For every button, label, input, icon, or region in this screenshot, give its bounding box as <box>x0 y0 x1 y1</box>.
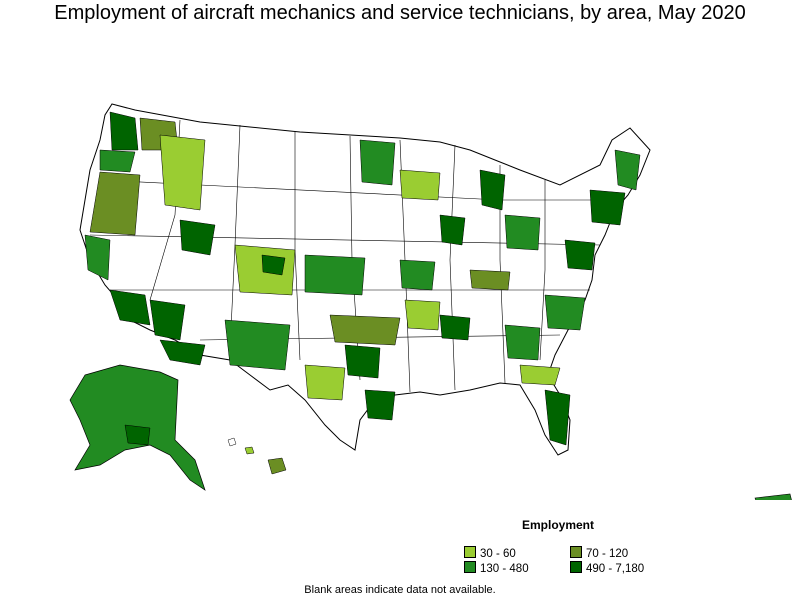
area-kentucky <box>469 269 511 291</box>
alaska-anchorage <box>124 424 151 446</box>
map-title: Employment of aircraft mechanics and ser… <box>54 2 746 24</box>
area-portland <box>99 149 136 173</box>
area-wisconsin <box>399 169 441 201</box>
area-atlanta <box>504 324 541 361</box>
us-area-map <box>69 103 792 500</box>
area-missouri <box>399 259 436 291</box>
legend-swatch <box>464 546 476 558</box>
area-dc-virginia <box>564 239 596 271</box>
legend-label: 70 - 120 <box>586 548 629 560</box>
area-seattle <box>109 111 139 151</box>
area-kansas <box>304 254 366 296</box>
area-oregon <box>89 171 141 236</box>
area-new-england <box>614 149 641 191</box>
puerto-rico-area <box>754 493 792 500</box>
legend-label: 130 - 480 <box>480 563 529 575</box>
area-utah <box>179 219 216 256</box>
area-memphis <box>439 314 471 341</box>
area-new-mexico <box>224 319 291 371</box>
area-michigan <box>479 169 506 211</box>
legend-swatch <box>570 561 582 573</box>
area-florida-north <box>519 364 561 386</box>
area-shapes <box>84 111 641 446</box>
legend-title: Employment <box>522 518 595 532</box>
area-oklahoma <box>329 314 401 346</box>
area-arizona-south <box>159 339 206 366</box>
legend-item: 70 - 120 <box>570 546 628 560</box>
area-florida-peninsula <box>544 389 571 446</box>
legend-item: 30 - 60 <box>464 546 516 560</box>
area-minnesota <box>359 139 396 186</box>
area-houston <box>364 389 396 421</box>
area-ohio <box>504 214 541 251</box>
area-idaho <box>159 134 206 211</box>
area-phoenix <box>149 299 186 341</box>
area-arkansas <box>404 299 441 331</box>
legend-label: 30 - 60 <box>480 548 516 560</box>
area-new-york <box>589 189 626 226</box>
area-los-angeles <box>109 289 151 326</box>
map-legend: Employment 30 - 60 70 - 120 130 - 480 49… <box>462 518 702 578</box>
area-texas-west <box>304 364 346 401</box>
hawaii-area <box>227 437 287 475</box>
area-chicago <box>439 214 466 246</box>
area-bay-area <box>84 234 111 281</box>
area-dallas <box>344 344 381 379</box>
area-denver <box>261 254 286 276</box>
contiguous-us-outline <box>79 103 651 456</box>
data-availability-note: Blank areas indicate data not available. <box>304 584 496 596</box>
legend-label: 490 - 7,180 <box>586 563 645 575</box>
legend-swatch <box>464 561 476 573</box>
legend-swatch <box>570 546 582 558</box>
legend-item: 130 - 480 <box>464 561 529 575</box>
legend-item: 490 - 7,180 <box>570 561 644 575</box>
area-carolinas <box>544 294 586 331</box>
